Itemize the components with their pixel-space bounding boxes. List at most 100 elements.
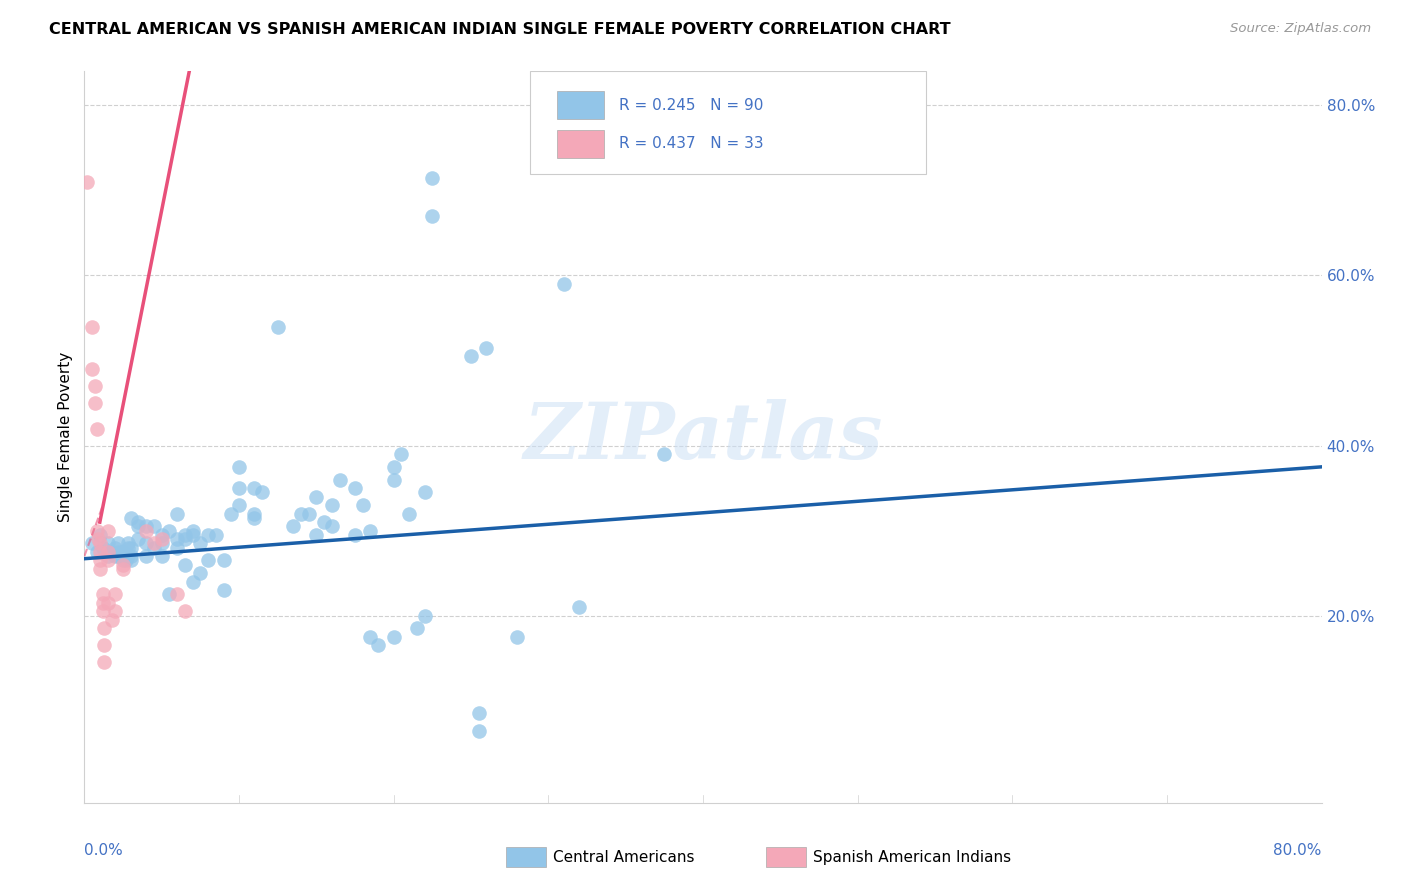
Point [252,485,274,500]
Point [91,596,114,610]
Point [86,545,108,559]
Point [135,536,157,550]
Text: Spanish American Indians: Spanish American Indians [813,850,1011,864]
Point [93,639,115,653]
Point [91,587,114,601]
Point [367,639,389,653]
Point [120,511,142,525]
Point [150,532,173,546]
Point [329,473,352,487]
Point [128,515,150,529]
Point [82,536,104,550]
Point [413,608,436,623]
Point [197,528,219,542]
Point [86,524,108,538]
Point [112,553,135,567]
Point [82,319,104,334]
Point [100,545,122,559]
Point [159,587,181,601]
Point [86,421,108,435]
Y-axis label: Single Female Poverty: Single Female Poverty [58,352,73,522]
Point [112,562,135,576]
Point [460,349,482,363]
Point [143,536,166,550]
Point [654,447,676,461]
Point [120,549,142,563]
Point [360,630,382,644]
Point [352,498,374,512]
Point [115,553,138,567]
Point [97,596,120,610]
Point [181,574,204,589]
Point [305,528,328,542]
Point [112,545,135,559]
Point [104,549,127,563]
Point [150,549,173,563]
Point [166,507,188,521]
Text: 80.0%: 80.0% [1274,843,1322,858]
Point [298,507,321,521]
Point [468,706,491,721]
Point [76,175,98,189]
Point [382,459,405,474]
Point [166,587,188,601]
Point [321,498,343,512]
Point [120,52,142,66]
Text: ZIPatlas: ZIPatlas [523,399,883,475]
Text: Central Americans: Central Americans [553,850,695,864]
Point [97,536,120,550]
Point [468,723,491,738]
Text: R = 0.437   N = 33: R = 0.437 N = 33 [619,136,763,152]
Point [117,549,139,563]
Point [228,459,250,474]
Point [91,604,114,618]
Point [344,481,367,495]
Point [150,536,173,550]
Point [93,656,115,670]
Point [181,528,204,542]
Point [89,553,111,567]
Point [84,379,107,393]
Point [135,524,157,538]
Point [97,553,120,567]
Point [166,532,188,546]
Text: CENTRAL AMERICAN VS SPANISH AMERICAN INDIAN SINGLE FEMALE POVERTY CORRELATION CH: CENTRAL AMERICAN VS SPANISH AMERICAN IND… [49,22,950,37]
FancyBboxPatch shape [530,71,925,174]
Point [314,515,336,529]
Point [166,541,188,555]
FancyBboxPatch shape [557,130,605,158]
Point [107,549,129,563]
Point [143,541,166,555]
Point [112,558,135,572]
Point [89,528,111,542]
Point [91,541,114,555]
Point [228,481,250,495]
Point [413,485,436,500]
Point [174,604,197,618]
Point [221,507,243,521]
Point [391,447,413,461]
Point [89,562,111,576]
Point [112,545,135,559]
Point [120,553,142,567]
Point [398,507,420,521]
Point [422,209,444,223]
Point [475,341,498,355]
Point [89,536,111,550]
Point [174,558,197,572]
Point [243,507,266,521]
Point [212,553,235,567]
Point [107,536,129,550]
Point [150,528,173,542]
Point [84,396,107,410]
Point [243,481,266,495]
Point [283,519,305,533]
Point [135,549,157,563]
Point [128,519,150,533]
Point [228,498,250,512]
Point [120,541,142,555]
Point [553,277,575,291]
Point [181,524,204,538]
Point [205,528,228,542]
Point [159,524,181,538]
